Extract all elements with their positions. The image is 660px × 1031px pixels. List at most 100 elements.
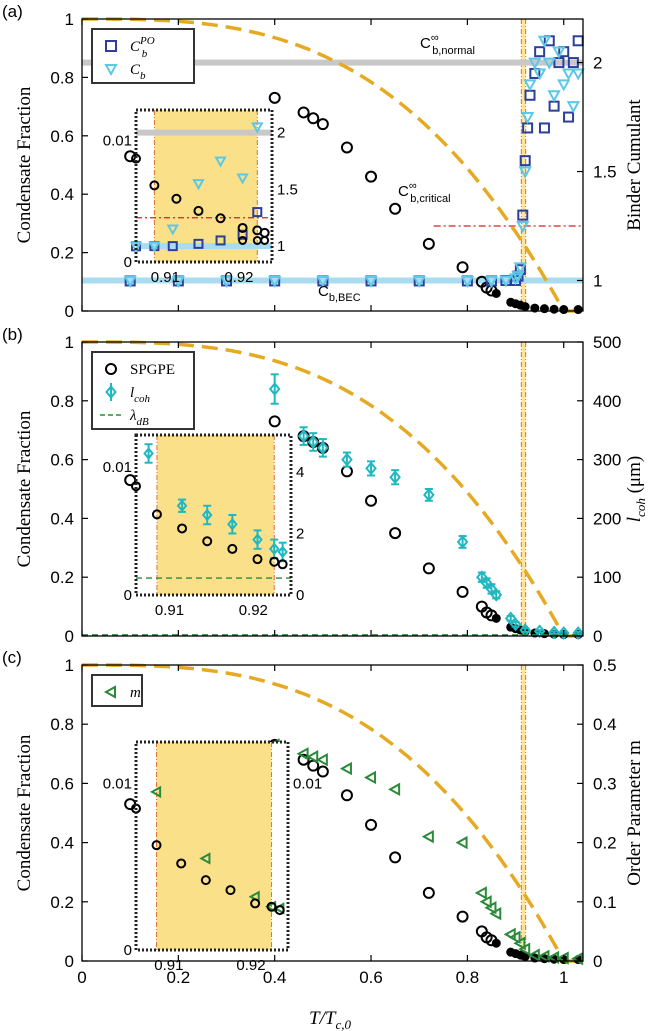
- inset-spgpe-point: [260, 235, 270, 245]
- m-point: [315, 753, 328, 767]
- cb-po-point: [538, 122, 550, 134]
- m-point: [455, 835, 468, 850]
- m-point: [489, 906, 502, 921]
- y2tick-label: 2: [593, 54, 602, 73]
- spgpe-point: [365, 494, 378, 507]
- spgpe-point: [340, 141, 353, 154]
- y2tick-label: 1.5: [593, 163, 617, 182]
- spgpe-point: [549, 304, 559, 314]
- xtick-label: 1: [559, 968, 568, 987]
- inset-spgpe-point: [227, 543, 238, 554]
- inset-cb-point: [166, 224, 179, 236]
- spgpe-point: [316, 765, 329, 778]
- legend-label: CPO b: [130, 35, 155, 60]
- panel-label: (b): [2, 325, 23, 344]
- ytick-label: 0.4: [50, 509, 74, 528]
- spgpe-point: [530, 303, 540, 313]
- inset-y2tick-label: 4: [296, 464, 304, 481]
- inset-cb-point: [192, 179, 205, 191]
- inset-ytick-label: 0: [124, 942, 132, 959]
- spgpe-point: [340, 465, 353, 478]
- inset-spgpe-point: [269, 556, 280, 567]
- cb-point: [219, 275, 234, 288]
- lcoh-point: [389, 470, 401, 485]
- lcoh-point: [557, 626, 570, 641]
- ideal-gas-curve: [82, 17, 583, 313]
- ytick-label: 0.4: [50, 834, 74, 853]
- legend-label: SPGPE: [130, 362, 175, 378]
- legend-label-sub: b: [142, 48, 148, 60]
- inset-cb-po-point: [167, 241, 178, 252]
- inset-ytick-label: 0.01: [103, 459, 132, 476]
- y2tick-label: 0.3: [593, 774, 617, 793]
- inset-y2tick-label: 0: [296, 587, 304, 604]
- cb-point: [484, 275, 499, 288]
- inset-spgpe-point: [171, 193, 182, 204]
- legend-label: λdB: [129, 408, 149, 428]
- inset-spgpe-point: [237, 222, 248, 233]
- y2tick-label: 300: [593, 451, 621, 470]
- inset-ytick-label: 0: [124, 254, 132, 271]
- spgpe-point: [456, 910, 469, 923]
- y2-axis-label: lcoh (μm): [624, 456, 648, 522]
- legend-label: lcoh: [130, 385, 151, 405]
- cb-point: [508, 273, 523, 286]
- inset-ytick-label: 0: [124, 587, 132, 604]
- lcoh-point: [548, 625, 560, 640]
- spgpe-point: [422, 562, 435, 575]
- spgpe-point: [456, 261, 469, 274]
- xtick-label: 0.4: [263, 968, 287, 987]
- ytick-label: 0: [65, 627, 74, 646]
- spgpe-point: [124, 798, 137, 811]
- inset-m-point: [149, 785, 162, 799]
- inset-frame: [134, 108, 274, 264]
- panel-b: 00.20.40.60.810100200300400500(b)Condens…: [2, 325, 648, 646]
- y2tick-label: 200: [593, 509, 621, 528]
- y2tick-label: 0.5: [593, 656, 617, 675]
- cb-point: [557, 79, 571, 92]
- lcoh-point: [572, 626, 584, 641]
- inset-spgpe-point: [252, 554, 263, 565]
- legend-label-sub: dB: [137, 416, 150, 428]
- ytick-label: 0.4: [50, 185, 74, 204]
- inset-spgpe-point: [131, 153, 141, 164]
- ytick-label: 0.6: [50, 451, 74, 470]
- inset-spgpe-point: [266, 901, 277, 912]
- cb-critical-label-base: C: [398, 183, 409, 200]
- x-axis-label-t: T/T: [309, 1008, 337, 1029]
- xtick-label: 0.2: [167, 968, 191, 987]
- inset-lcoh-point: [201, 508, 213, 522]
- spgpe-point: [307, 112, 320, 125]
- inset-xtick-label: 0.92: [239, 602, 268, 619]
- lcoh-point: [317, 440, 329, 455]
- inset-cb-po-point: [193, 238, 204, 249]
- inset-spgpe-point: [177, 523, 188, 534]
- legend: CPO bCb: [91, 28, 195, 84]
- ideal-gas-curve: [82, 340, 583, 638]
- m-point: [527, 948, 540, 962]
- legend-box: [91, 674, 143, 707]
- inset-xtick-label: 0.91: [154, 957, 183, 974]
- inset-y2tick-label: 2: [296, 525, 304, 542]
- xtick-label: 0.8: [456, 968, 480, 987]
- inset-cb-po-point: [252, 207, 263, 218]
- axes-frame: [81, 341, 584, 637]
- cb-point: [552, 46, 566, 59]
- legend-label-base: l: [130, 385, 134, 401]
- inset-lcoh-point: [227, 517, 238, 531]
- y-axis-label: Condensate Fraction: [14, 86, 35, 243]
- m-point: [306, 750, 319, 764]
- ytick-label: 1: [65, 333, 74, 352]
- inset-cb-point: [214, 156, 227, 168]
- cb-po-point: [517, 209, 529, 221]
- ytick-label: 1: [65, 10, 74, 29]
- cb-point: [571, 68, 585, 81]
- cb-point: [499, 275, 513, 288]
- inset-spgpe-point: [200, 875, 211, 886]
- m-point: [484, 901, 497, 915]
- cb-normal-label-sup: ∞: [431, 32, 439, 44]
- m-point: [537, 949, 550, 963]
- critical-band: [521, 665, 526, 961]
- inset-frame: [134, 740, 290, 952]
- inset-spgpe-point: [202, 536, 213, 547]
